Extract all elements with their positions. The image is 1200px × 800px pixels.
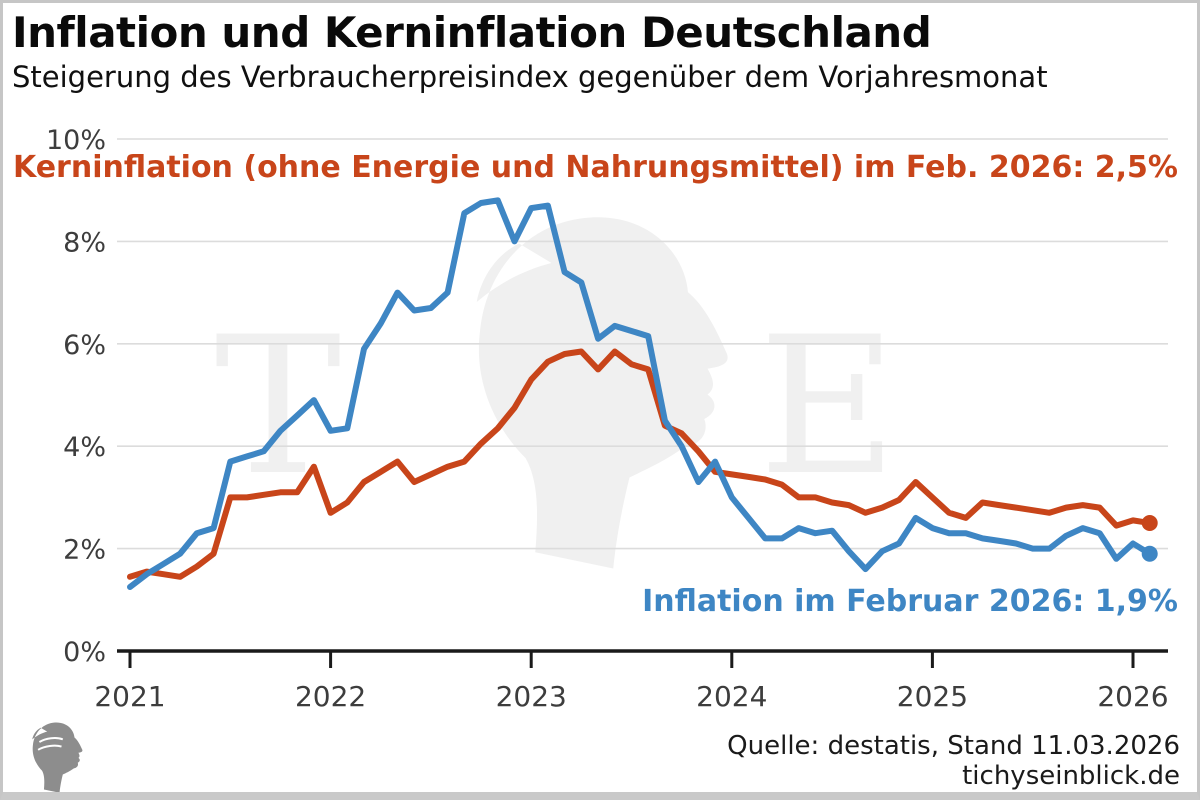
x-tick-label: 2026 — [1097, 680, 1168, 713]
page-title: Inflation und Kerninflation Deutschland — [12, 8, 932, 57]
source-line: Quelle: destatis, Stand 11.03.2026 — [727, 731, 1180, 761]
headline-inflation-annotation: Inflation im Februar 2026: 1,9% — [642, 584, 1178, 619]
source-block: Quelle: destatis, Stand 11.03.2026 tichy… — [727, 731, 1180, 791]
x-tick-label: 2024 — [696, 680, 767, 713]
core-inflation-annotation: Kerninflation (ohne Energie und Nahrungs… — [12, 150, 1178, 185]
series-line-kerninflation — [127, 348, 1153, 580]
hermes-head-icon — [32, 722, 83, 793]
y-tick-label: 6% — [63, 330, 106, 361]
hermes-helmet-lines — [37, 737, 64, 751]
watermark-letter-e: E — [759, 296, 898, 517]
y-tick-label: 0% — [63, 637, 106, 668]
x-tick-label: 2022 — [295, 680, 366, 713]
y-tick-label: 4% — [63, 432, 106, 463]
watermark-head-icon — [476, 217, 728, 569]
y-tick-label: 8% — [63, 227, 106, 258]
tichyseinblick-logo — [32, 722, 83, 793]
series-line-inflation — [127, 197, 1153, 590]
end-dot-inflation — [1141, 545, 1158, 562]
website-line: tichyseinblick.de — [962, 761, 1180, 791]
x-tick-label: 2025 — [897, 680, 968, 713]
y-tick-label: 2% — [63, 535, 106, 566]
y-tick-label: 10% — [46, 125, 106, 156]
x-tick-label: 2021 — [94, 680, 165, 713]
x-tick-label: 2023 — [496, 680, 567, 713]
end-dot-kerninflation — [1141, 515, 1158, 531]
page-subtitle: Steigerung des Verbraucherpreisindex geg… — [12, 60, 1048, 94]
